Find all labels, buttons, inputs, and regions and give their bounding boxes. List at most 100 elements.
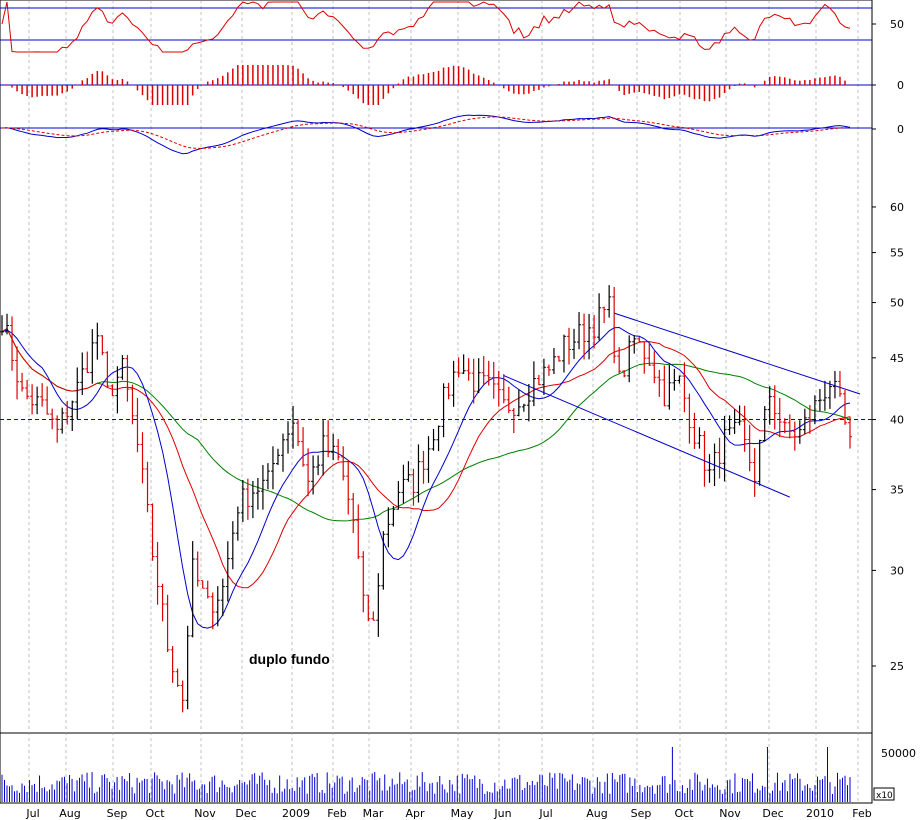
price-bar xyxy=(582,313,587,360)
price-bar xyxy=(817,389,822,411)
price-bar xyxy=(797,420,802,444)
frames xyxy=(0,0,873,804)
price-bar xyxy=(622,370,627,378)
price-bar xyxy=(260,465,265,510)
month-label: 2010 xyxy=(806,807,834,820)
price-bar xyxy=(90,329,95,384)
price-bar xyxy=(145,461,150,513)
price-bar xyxy=(682,362,687,413)
price-bar xyxy=(20,372,25,392)
price-bar xyxy=(45,386,50,415)
price-bar xyxy=(617,347,622,374)
price-bar xyxy=(657,369,662,397)
price-bar xyxy=(351,493,356,533)
price-bar xyxy=(275,448,280,466)
price-bar xyxy=(642,341,647,374)
price-bar xyxy=(567,327,572,365)
histogram-tick-label: 0 xyxy=(897,79,904,92)
price-bar xyxy=(25,379,30,400)
price-bar xyxy=(772,385,777,430)
price-bar xyxy=(421,450,426,484)
price-bar xyxy=(456,357,461,378)
price-bar xyxy=(391,506,396,527)
price-bar xyxy=(441,383,446,438)
month-label: Sep xyxy=(631,807,652,820)
price-bar xyxy=(737,405,742,426)
price-bar xyxy=(326,420,331,458)
rsi-panel xyxy=(0,1,872,53)
price-bar xyxy=(105,351,110,388)
price-bar xyxy=(265,463,270,490)
month-label: 2009 xyxy=(282,807,310,820)
price-tick-label: 40 xyxy=(890,414,904,427)
price-bar xyxy=(371,611,376,621)
price-bar xyxy=(150,503,155,561)
month-label: Mar xyxy=(363,807,384,820)
price-bar xyxy=(496,370,501,407)
price-bar xyxy=(406,461,411,482)
month-axis: Jul Aug Sep Oct Nov Dec 2009 Feb Mar Apr May Jun Jul… xyxy=(25,807,871,820)
price-bar xyxy=(687,393,692,444)
price-bar xyxy=(180,680,185,713)
price-bar xyxy=(10,316,15,371)
price-bar xyxy=(280,433,285,472)
price-bar xyxy=(481,356,486,386)
month-label: Jul xyxy=(538,807,552,820)
price-bar xyxy=(366,594,371,622)
price-tick-label: 50 xyxy=(890,297,904,310)
price-bar xyxy=(291,405,296,449)
month-label: Dec xyxy=(235,807,256,820)
price-bar xyxy=(210,592,215,630)
price-bar xyxy=(311,455,316,495)
price-bar xyxy=(727,415,732,435)
price-bar xyxy=(321,420,326,476)
macd-panel xyxy=(0,114,872,155)
price-bar xyxy=(516,389,521,417)
price-bar xyxy=(115,366,120,414)
price-bar xyxy=(336,439,341,461)
macd-line xyxy=(1,114,851,155)
price-bar xyxy=(15,346,20,400)
price-bar xyxy=(0,315,4,336)
price-bar xyxy=(752,448,757,497)
price-bar xyxy=(822,380,827,411)
price-bar xyxy=(777,397,782,438)
price-bar xyxy=(451,360,456,407)
price-bar xyxy=(95,322,100,360)
price-bar xyxy=(185,625,190,710)
price-bar xyxy=(215,586,220,627)
price-bar xyxy=(240,479,245,523)
price-bar xyxy=(301,427,306,467)
price-bar xyxy=(85,351,90,374)
price-bar xyxy=(672,368,677,391)
price-bar xyxy=(471,358,476,404)
price-bar xyxy=(667,364,672,410)
price-bar xyxy=(225,541,230,602)
price-bar xyxy=(466,358,471,381)
price-bar xyxy=(120,355,125,380)
price-bar xyxy=(306,448,311,497)
moving-average-mid xyxy=(1,327,851,589)
price-bar xyxy=(361,551,366,613)
price-bar xyxy=(702,430,707,487)
month-label: Aug xyxy=(59,807,80,820)
price-bar xyxy=(5,313,10,335)
price-bar xyxy=(592,314,597,349)
price-bar xyxy=(762,406,767,442)
annotation-duplo-fundo: duplo fundo xyxy=(249,651,330,667)
price-bar xyxy=(707,454,712,483)
signal-line xyxy=(2,116,850,149)
price-bar xyxy=(577,312,582,350)
price-tick-label: 30 xyxy=(890,564,904,577)
price-tick-label: 35 xyxy=(890,484,904,497)
price-bar xyxy=(140,432,145,484)
price-bar xyxy=(782,418,787,434)
price-bar xyxy=(55,415,60,443)
price-bar xyxy=(401,464,406,504)
price-bar xyxy=(607,285,612,318)
price-bar xyxy=(561,334,566,373)
price-bar xyxy=(697,427,702,449)
price-bar xyxy=(556,355,561,362)
price-bar xyxy=(110,384,115,397)
